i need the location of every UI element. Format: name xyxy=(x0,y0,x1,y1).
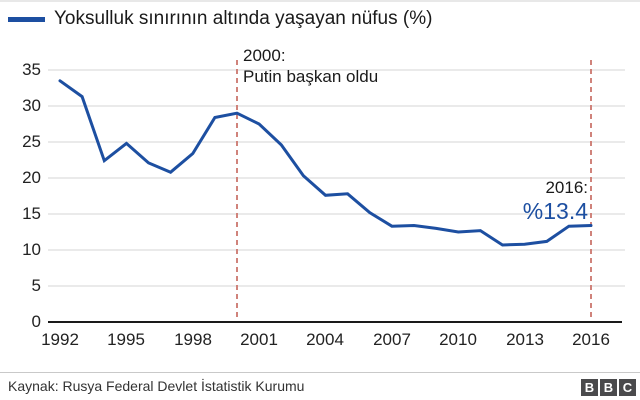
x-axis-label: 1992 xyxy=(41,330,79,349)
x-axis-label: 2016 xyxy=(572,330,610,349)
annotation-value: %13.4 xyxy=(522,198,588,224)
poverty-rate-line xyxy=(58,79,593,247)
y-axis-label: 25 xyxy=(22,132,41,151)
annotation-value-2016: 2016: %13.4 xyxy=(523,177,588,225)
annotation-text: Putin başkan oldu xyxy=(243,67,379,86)
footer-divider xyxy=(0,372,640,373)
x-axis-label: 1998 xyxy=(174,330,212,349)
y-axis-label: 30 xyxy=(22,96,41,115)
chart-legend: Yoksulluk sınırının altında yaşayan nüfu… xyxy=(8,6,432,32)
bbc-logo-letter: C xyxy=(619,379,636,396)
x-axis-label: 2007 xyxy=(373,330,411,349)
y-axis-label: 5 xyxy=(31,276,41,295)
y-axis-label: 0 xyxy=(31,312,41,331)
y-axis-label: 10 xyxy=(22,240,41,259)
annotation-year: 2000: xyxy=(243,46,286,65)
x-axis-label: 2004 xyxy=(306,330,344,349)
bbc-logo: B B C xyxy=(581,379,636,396)
y-axis-label: 35 xyxy=(22,60,41,79)
bbc-logo-letter: B xyxy=(600,379,617,396)
annotation-putin-2000: 2000: Putin başkan oldu xyxy=(243,45,378,87)
line-series-swatch-icon xyxy=(8,16,45,22)
x-axis-label: 2013 xyxy=(506,330,544,349)
bbc-logo-letter: B xyxy=(581,379,598,396)
annotation-year: 2016: xyxy=(545,178,588,197)
x-axis-label: 2001 xyxy=(240,330,278,349)
x-axis-label: 2010 xyxy=(439,330,477,349)
y-axis-label: 20 xyxy=(22,168,41,187)
top-divider xyxy=(0,0,640,2)
source-credit: Kaynak: Rusya Federal Devlet İstatistik … xyxy=(8,378,305,394)
y-axis-label: 15 xyxy=(22,204,41,223)
chart-title: Yoksulluk sınırının altında yaşayan nüfu… xyxy=(54,8,433,29)
x-axis-label: 1995 xyxy=(107,330,145,349)
